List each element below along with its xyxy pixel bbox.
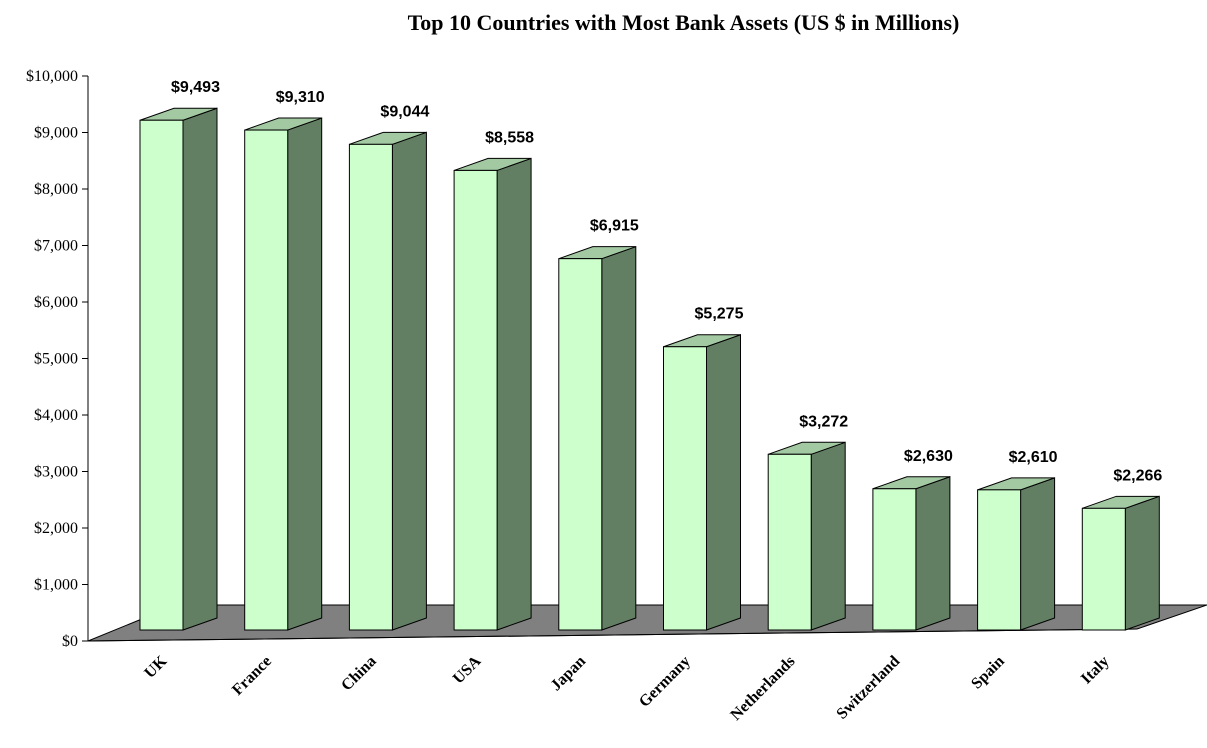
bar [1081,495,1160,631]
bar [139,107,218,631]
bar-side-face [1124,495,1160,631]
data-label: $3,272 [799,413,848,430]
bar-side-face [496,157,532,631]
bar [244,117,323,631]
y-axis: $0 $1,000 $2,000 $3,000 $4,000 $5,000 $6,000 $7… [26,68,89,650]
data-label: $8,558 [485,129,534,146]
bar [663,334,741,631]
data-label: $2,610 [1009,449,1058,466]
x-axis-labels: UK France China USA Japan Germany Netherlands S… [141,652,1112,724]
bar-front-face [348,143,393,631]
data-label: $9,493 [171,79,220,96]
data-labels: $9,493 $9,310 $9,044 $8,558 $6,915 $5,275 $3,2… [171,79,1162,484]
bar-front-face [977,489,1022,631]
bar [977,477,1056,631]
x-tick-label: China [338,653,380,695]
x-axis-line [87,628,1138,642]
x-tick-label: Japan [548,653,590,695]
bar [872,476,951,631]
bar-side-face [810,441,846,631]
bar-front-face [767,453,812,631]
data-label: $2,266 [1113,467,1162,484]
x-tick-label: Italy [1078,653,1113,688]
bar [348,131,427,631]
bar-side-face [706,334,741,631]
bar-side-face [601,245,637,631]
bar-front-face [558,258,603,631]
y-tick-label: $1,000 [34,577,78,594]
x-tick-label: France [229,653,275,699]
y-tick-label: $2,000 [34,520,78,537]
x-tick-label: Switzerland [833,653,903,723]
x-tick-label: Germany [636,653,694,711]
data-label: $6,915 [590,218,639,235]
bar-front-face [244,129,289,631]
y-tick-label: $4,000 [34,407,78,424]
chart-title: Top 10 Countries with Most Bank Assets (… [407,10,960,35]
y-tick-label: $6,000 [34,294,78,311]
x-tick-label: Spain [968,653,1008,693]
bar [767,441,846,631]
bar-side-face [391,131,427,631]
bar-front-face [663,346,707,631]
y-tick-label: $3,000 [34,464,78,481]
bar-side-face [1020,477,1056,631]
bar-front-face [453,169,498,631]
y-tick-label: $0 [62,633,78,650]
x-tick-label: UK [141,652,170,681]
y-tick-label: $8,000 [34,181,78,198]
bar [453,157,532,631]
data-label: $9,044 [380,103,429,120]
bar-side-face [915,476,951,631]
bar-front-face [139,119,184,631]
bar-front-face [872,488,917,631]
data-label: $5,275 [695,306,744,323]
bar-side-face [182,107,218,631]
data-label: $9,310 [276,89,325,106]
y-tick-label: $9,000 [34,125,78,142]
data-label: $2,630 [904,448,953,465]
y-tick-label: $5,000 [34,351,78,368]
bar [558,245,637,631]
y-tick-label: $10,000 [26,68,78,85]
bar-front-face [1081,507,1126,631]
x-tick-label: Netherlands [727,653,798,724]
bar-series [139,107,1160,631]
x-tick-label: USA [450,652,485,687]
y-tick-label: $7,000 [34,238,78,255]
bar-side-face [287,117,323,631]
